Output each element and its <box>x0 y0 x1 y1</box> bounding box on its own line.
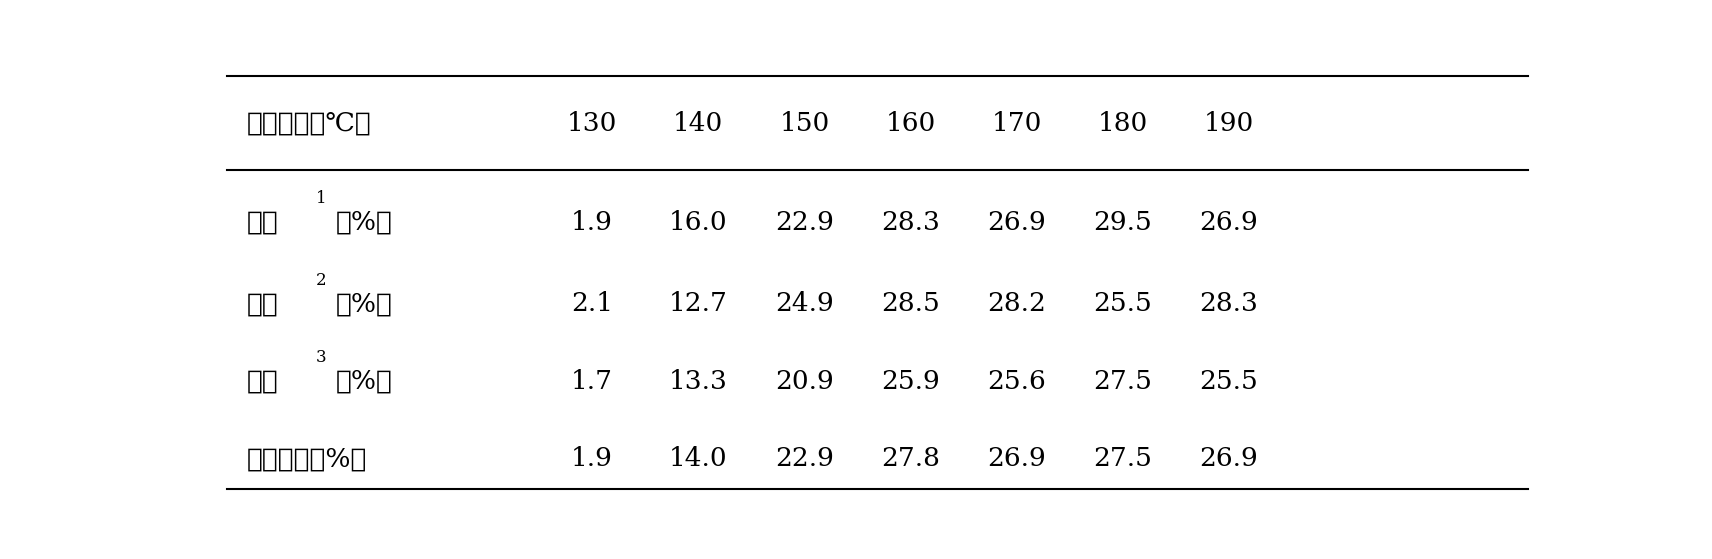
Text: 3: 3 <box>317 349 327 366</box>
Text: 160: 160 <box>885 111 936 135</box>
Text: 14.0: 14.0 <box>669 446 728 471</box>
Text: 16.0: 16.0 <box>669 210 728 235</box>
Text: 1: 1 <box>317 190 327 207</box>
Text: 1.9: 1.9 <box>572 210 613 235</box>
Text: 25.5: 25.5 <box>1200 369 1258 394</box>
Text: 12.7: 12.7 <box>669 291 728 316</box>
Text: 25.9: 25.9 <box>882 369 940 394</box>
Text: （%）: （%） <box>336 369 394 394</box>
Text: 28.3: 28.3 <box>1200 291 1258 316</box>
Text: 140: 140 <box>673 111 724 135</box>
Text: （%）: （%） <box>336 210 394 235</box>
Text: 26.9: 26.9 <box>988 210 1046 235</box>
Text: 1.7: 1.7 <box>572 369 613 394</box>
Text: 平均产率（%）: 平均产率（%） <box>247 446 368 471</box>
Text: 150: 150 <box>779 111 830 135</box>
Text: （%）: （%） <box>336 291 394 316</box>
Text: 2: 2 <box>317 272 327 288</box>
Text: 1.9: 1.9 <box>572 446 613 471</box>
Text: 25.5: 25.5 <box>1094 291 1152 316</box>
Text: 反应温度（℃）: 反应温度（℃） <box>247 111 372 135</box>
Text: 24.9: 24.9 <box>776 291 834 316</box>
Text: 22.9: 22.9 <box>776 446 834 471</box>
Text: 28.2: 28.2 <box>988 291 1046 316</box>
Text: 2.1: 2.1 <box>572 291 613 316</box>
Text: 产率: 产率 <box>247 210 279 235</box>
Text: 28.3: 28.3 <box>882 210 940 235</box>
Text: 13.3: 13.3 <box>669 369 728 394</box>
Text: 产率: 产率 <box>247 369 279 394</box>
Text: 190: 190 <box>1204 111 1255 135</box>
Text: 26.9: 26.9 <box>988 446 1046 471</box>
Text: 26.9: 26.9 <box>1200 210 1258 235</box>
Text: 170: 170 <box>991 111 1043 135</box>
Text: 130: 130 <box>567 111 618 135</box>
Text: 26.9: 26.9 <box>1200 446 1258 471</box>
Text: 产率: 产率 <box>247 291 279 316</box>
Text: 28.5: 28.5 <box>882 291 940 316</box>
Text: 22.9: 22.9 <box>776 210 834 235</box>
Text: 27.8: 27.8 <box>882 446 940 471</box>
Text: 27.5: 27.5 <box>1094 369 1152 394</box>
Text: 180: 180 <box>1097 111 1149 135</box>
Text: 20.9: 20.9 <box>776 369 834 394</box>
Text: 27.5: 27.5 <box>1094 446 1152 471</box>
Text: 29.5: 29.5 <box>1094 210 1152 235</box>
Text: 25.6: 25.6 <box>988 369 1046 394</box>
